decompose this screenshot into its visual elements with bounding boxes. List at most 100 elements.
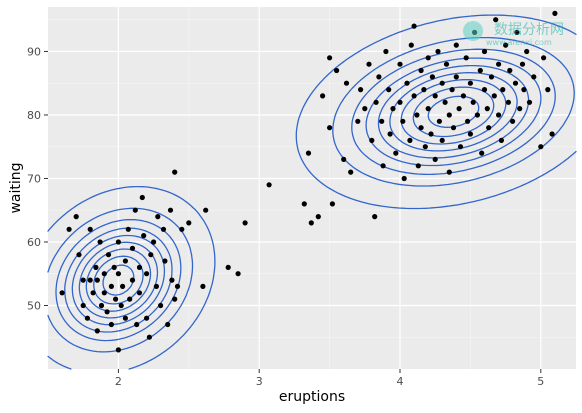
data-point [439, 137, 445, 143]
y-axis-title: waiting [8, 162, 24, 213]
data-point [59, 290, 65, 296]
data-point [129, 245, 136, 251]
data-point [411, 23, 417, 29]
data-point [105, 252, 112, 258]
data-point [470, 99, 476, 105]
data-point [541, 55, 547, 61]
data-point [84, 315, 90, 321]
data-point [411, 93, 417, 99]
data-point [348, 169, 354, 175]
data-point [167, 207, 174, 213]
data-point [376, 74, 382, 80]
density-contour-line [85, 78, 507, 312]
data-point [465, 118, 471, 124]
data-point [425, 55, 431, 61]
data-point [496, 61, 502, 67]
data-point [428, 131, 434, 137]
data-point [407, 137, 413, 143]
data-point [460, 93, 466, 99]
x-axis-title: eruptions [279, 389, 345, 405]
data-point [115, 347, 121, 353]
data-point [481, 48, 488, 55]
data-point [500, 87, 506, 93]
data-point [372, 214, 378, 220]
data-point [172, 169, 178, 175]
data-point [467, 131, 473, 137]
data-point [108, 321, 114, 328]
data-point [76, 252, 82, 258]
data-point [172, 296, 178, 302]
data-point [390, 106, 396, 112]
data-point [503, 42, 509, 48]
data-point [456, 106, 462, 112]
data-point [379, 118, 385, 124]
y-tick-label: 70 [27, 172, 41, 185]
data-point [132, 207, 138, 213]
data-point [101, 271, 107, 277]
data-point [320, 93, 326, 99]
data-point [301, 201, 307, 207]
data-point [386, 87, 392, 93]
data-point [94, 277, 100, 283]
data-point [450, 125, 457, 131]
data-point [404, 80, 410, 86]
x-tick-label: 3 [256, 375, 263, 388]
data-points [59, 10, 558, 353]
data-point [496, 112, 502, 118]
data-point [422, 144, 428, 150]
watermark-brand: 数据分析网 [494, 22, 564, 38]
data-point [148, 252, 154, 258]
y-tick-label: 80 [27, 109, 41, 122]
density-contour-line [47, 14, 577, 370]
data-point [521, 87, 527, 93]
y-tick-label: 50 [27, 299, 41, 312]
data-point [481, 87, 488, 93]
data-point [429, 74, 435, 80]
data-point [538, 144, 544, 150]
data-point [308, 220, 314, 226]
data-point [73, 214, 79, 220]
data-point [397, 61, 403, 67]
watermark-logo: 数据分析网 www.afenxi.com [463, 21, 564, 47]
data-point [545, 87, 551, 93]
data-point [467, 80, 473, 86]
data-point [94, 328, 100, 334]
data-point [115, 239, 121, 245]
data-point [80, 302, 86, 309]
data-point [484, 106, 490, 112]
data-point [355, 118, 361, 124]
data-point [443, 61, 450, 67]
data-point [415, 163, 421, 169]
data-point [111, 264, 117, 270]
data-point [457, 144, 464, 150]
data-point [479, 150, 485, 156]
data-point [393, 150, 399, 156]
data-point [118, 302, 124, 309]
data-point [235, 271, 241, 277]
data-point [66, 226, 72, 232]
data-point [414, 112, 420, 118]
data-point [418, 67, 424, 74]
data-point [449, 87, 455, 93]
watermark-icon [463, 21, 483, 41]
data-point [129, 277, 136, 283]
data-point [122, 258, 128, 264]
data-point [174, 283, 181, 289]
data-point [160, 226, 167, 232]
data-point [155, 214, 161, 220]
data-point [491, 93, 497, 99]
data-point [139, 194, 145, 201]
data-point [153, 283, 159, 289]
data-point [425, 106, 431, 112]
data-point [507, 67, 513, 74]
data-point [401, 175, 407, 182]
data-point [200, 283, 206, 289]
data-point [90, 290, 96, 296]
data-point [463, 55, 469, 61]
data-point [493, 17, 499, 23]
x-axis-ticks: 2 3 4 5 [115, 369, 544, 388]
data-point [115, 271, 121, 277]
data-point [408, 42, 414, 48]
data-point [397, 99, 403, 105]
